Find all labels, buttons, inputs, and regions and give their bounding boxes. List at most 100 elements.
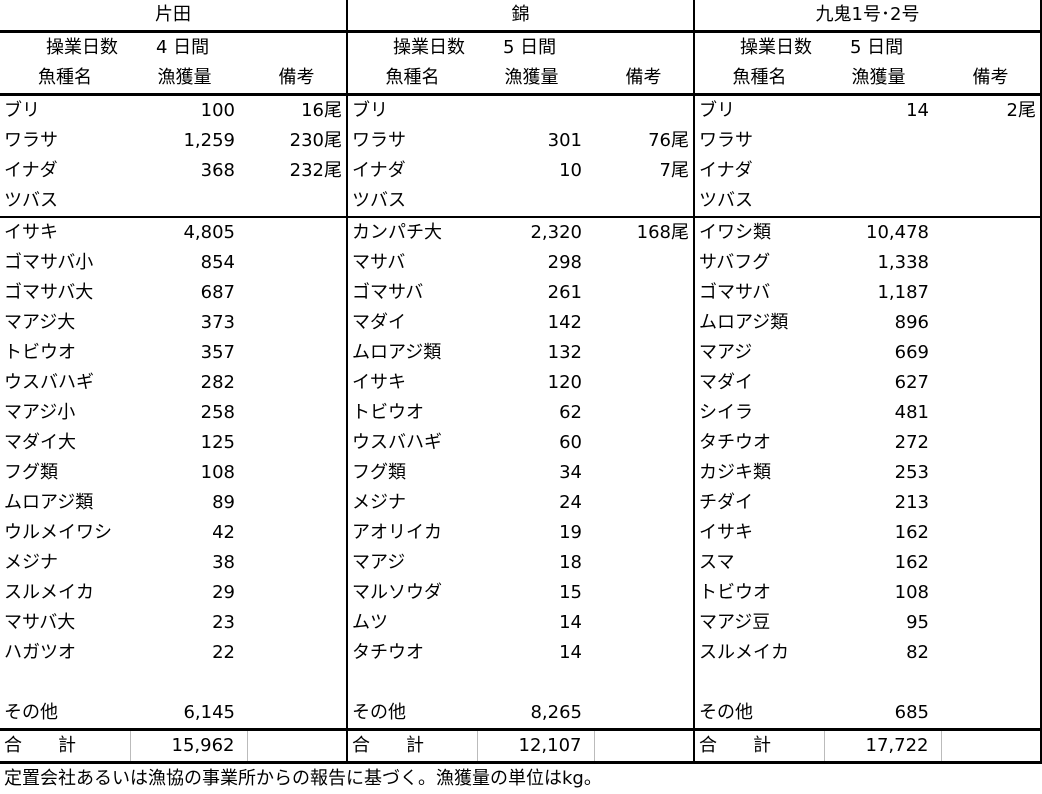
catch-amount: 19: [559, 522, 582, 543]
section-title-row: 片田錦九鬼1号･2号: [0, 0, 1042, 33]
note: [941, 368, 1042, 398]
empty-cell: [594, 32, 694, 64]
note: [941, 278, 1042, 308]
note: [941, 608, 1042, 638]
table-row: イサキ 4,805 カンパチ大 2,320 168尾 イワシ類 10,478: [0, 217, 1042, 248]
note: [247, 608, 347, 638]
catch-amount: 132: [547, 342, 582, 363]
fish-name: イサキ: [4, 222, 58, 243]
fish-name: トビウオ: [4, 342, 76, 363]
fish-header: 魚種名: [346, 63, 477, 96]
note: [247, 217, 347, 248]
empty-cell: [941, 668, 1042, 698]
note: [594, 95, 694, 127]
empty-cell: [940, 729, 1042, 764]
catch-amount: 10,478: [866, 222, 929, 243]
note: [594, 548, 694, 578]
fish-name: カジキ類: [693, 458, 824, 488]
note: [247, 428, 347, 458]
table-row: ゴマサバ小 854 マサバ 298 サバフグ 1,338: [0, 248, 1042, 278]
fish-name: トビウオ: [693, 578, 824, 608]
empty-cell: [246, 729, 347, 764]
fish-name: スマ: [693, 548, 824, 578]
total-row: 合 計 15,962 合 計 12,107 合 計 17,722: [0, 729, 1042, 764]
note: [594, 338, 694, 368]
catch-amount: 38: [212, 552, 235, 573]
days-label: 操業日数: [693, 31, 824, 63]
catch-amount: 261: [547, 282, 582, 303]
catch-amount: 1,259: [183, 130, 235, 151]
table-row: イナダ 368 232尾 イナダ 10 7尾 イナダ: [0, 156, 1042, 186]
table-row: フグ類 108 フグ類 34 カジキ類 253: [0, 458, 1042, 488]
fish-name: マサバ: [346, 248, 477, 278]
note: [594, 308, 694, 338]
fish-name: マアジ豆: [693, 608, 824, 638]
fish-name: ブリ: [4, 100, 40, 121]
catch-amount: 4,805: [183, 222, 235, 243]
fish-name: アオリイカ: [346, 518, 477, 548]
note: [247, 186, 347, 218]
empty-cell: [346, 668, 477, 698]
note: [247, 518, 347, 548]
catch-amount: 14: [559, 612, 582, 633]
fish-name: カンパチ大: [346, 217, 477, 248]
fish-name: マアジ: [346, 548, 477, 578]
catch-amount: 24: [559, 492, 582, 513]
catch-header: 漁獲量: [824, 63, 941, 96]
fish-name: ゴマサバ: [693, 278, 824, 308]
days-label: 操業日数: [346, 31, 477, 63]
catch-amount: 1,187: [877, 282, 929, 303]
total-label: 合 計: [0, 729, 130, 764]
fish-name: マダイ大: [4, 432, 76, 453]
empty-cell: [941, 31, 1042, 63]
days-value: 5 日間: [503, 37, 557, 58]
fish-name: チダイ: [693, 488, 824, 518]
note: [247, 368, 347, 398]
fish-name: メジナ: [4, 552, 58, 573]
note: [247, 278, 347, 308]
empty-cell: [0, 668, 130, 698]
footnote: 定置会社あるいは漁協の事業所からの報告に基づく。漁獲量の単位はkg。: [4, 768, 602, 789]
total-label: 合 計: [693, 729, 824, 764]
catch-header: 漁獲量: [477, 63, 594, 96]
fish-name: ゴマサバ: [346, 278, 477, 308]
empty-cell: [824, 668, 941, 698]
table-row: マアジ小 258 トビウオ 62 シイラ 481: [0, 398, 1042, 428]
fish-name: ウスバハギ: [4, 372, 94, 393]
note: [594, 488, 694, 518]
table-row: ゴマサバ大 687 ゴマサバ 261 ゴマサバ 1,187: [0, 278, 1042, 308]
catch-amount: 82: [906, 642, 929, 663]
catch-amount: 34: [559, 462, 582, 483]
catch-amount: 481: [894, 402, 929, 423]
fish-name: マダイ: [346, 308, 477, 338]
catch-amount: 29: [212, 582, 235, 603]
other-amount: 8,265: [477, 698, 594, 731]
catch-amount: 298: [547, 252, 582, 273]
fish-name: ムロアジ類: [4, 492, 94, 513]
catch-amount: 10: [559, 160, 582, 181]
fish-name: マアジ大: [4, 312, 76, 333]
total-amount: 17,722: [823, 729, 941, 764]
days-label: 操業日数: [46, 37, 118, 58]
fish-name: ツバス: [693, 186, 824, 218]
note: [594, 518, 694, 548]
note: [594, 248, 694, 278]
fish-name: マアジ小: [4, 402, 76, 423]
note: 230尾: [289, 130, 342, 151]
catch-amount: 162: [894, 522, 929, 543]
note: 232尾: [289, 160, 342, 181]
table-row: ブリ 100 16尾 ブリ ブリ 14 2尾: [0, 94, 1042, 127]
fish-name: マアジ: [693, 338, 824, 368]
catch-amount: 22: [212, 642, 235, 663]
table-row: ウスバハギ 282 イサキ 120 マダイ 627: [0, 368, 1042, 398]
section-title: 片田: [0, 0, 347, 33]
note: [941, 578, 1042, 608]
catch-amount: 125: [200, 432, 235, 453]
catch-amount: 62: [559, 402, 582, 423]
catch-table: 片田錦九鬼1号･2号 操業日数 4 日間 操業日数 5 日間 操業日数 5 日間 魚種名 漁獲量…: [0, 0, 1042, 764]
note: [594, 608, 694, 638]
other-amount: 685: [824, 698, 941, 731]
note: [594, 398, 694, 428]
other-label: その他: [0, 698, 130, 731]
